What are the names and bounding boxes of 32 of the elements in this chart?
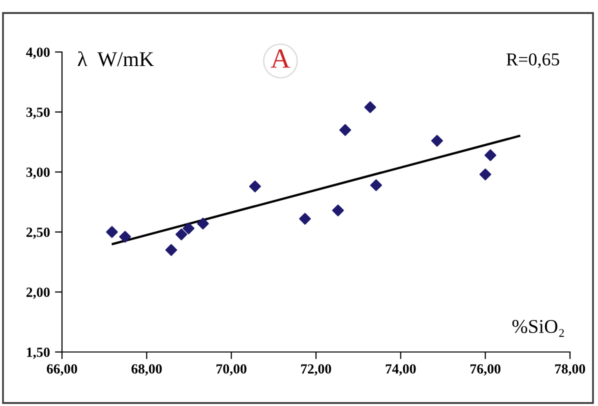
y-tick-label: 3,00 <box>26 168 50 179</box>
point <box>165 244 178 256</box>
y-tick-label: 1,50 <box>27 348 50 359</box>
point <box>182 222 194 234</box>
point <box>119 230 131 243</box>
point <box>370 179 382 192</box>
point <box>299 212 311 225</box>
x-tick-label: 70,00 <box>216 364 246 376</box>
annotation: A <box>270 49 290 68</box>
x-tick-label: 78,00 <box>555 364 586 376</box>
y-tick-label: 3,50 <box>26 108 50 119</box>
point <box>339 124 352 136</box>
point <box>479 168 492 180</box>
y-tick-label: 2,50 <box>26 228 50 239</box>
point <box>175 228 188 240</box>
point <box>332 204 344 216</box>
x-axis-title: %SiO₂ <box>512 320 564 337</box>
point <box>364 101 376 114</box>
x-tick-label: 72,00 <box>301 364 332 376</box>
y-axis-title: λ W/mK <box>78 51 154 66</box>
point <box>484 149 496 162</box>
annotation: R=0,65 <box>506 53 560 68</box>
x-tick-label: 74,00 <box>386 364 416 376</box>
point <box>106 226 118 238</box>
y-tick-label: 2,00 <box>26 288 50 299</box>
x-tick-label: 76,00 <box>470 364 500 376</box>
y-tick-label: 4,00 <box>26 48 50 59</box>
x-tick-label: 68,00 <box>132 364 162 376</box>
x-tick-label: 66,00 <box>46 364 78 376</box>
point <box>431 134 443 147</box>
point <box>249 180 261 192</box>
point <box>197 218 209 230</box>
